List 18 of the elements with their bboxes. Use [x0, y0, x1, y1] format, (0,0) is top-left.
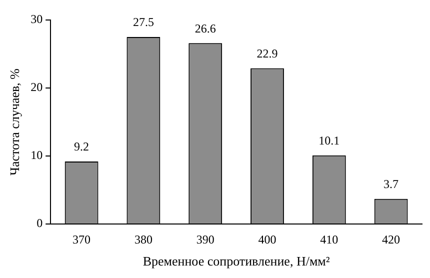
y-tick-label: 10	[30, 148, 43, 162]
y-tick-label: 30	[30, 12, 43, 26]
x-tick-label: 410	[320, 232, 338, 246]
y-tick-label: 0	[36, 216, 43, 230]
data-label: 3.7	[384, 176, 399, 191]
x-tick-label: 400	[258, 232, 276, 246]
x-axis-title: Временное сопротивление, Н/мм²	[142, 254, 330, 269]
x-tick-label: 420	[382, 232, 400, 246]
data-label: 27.5	[132, 15, 154, 30]
data-label: 10.1	[318, 133, 340, 148]
data-label: 26.6	[194, 21, 216, 36]
x-tick-label: 380	[134, 232, 152, 246]
y-axis-title: Частота случаев, %	[7, 68, 22, 176]
x-tick-label: 370	[72, 232, 91, 246]
data-label: 22.9	[256, 46, 278, 60]
y-tick-label: 20	[30, 80, 43, 94]
x-tick-label: 390	[196, 232, 214, 246]
data-label: 9.2	[74, 140, 90, 154]
